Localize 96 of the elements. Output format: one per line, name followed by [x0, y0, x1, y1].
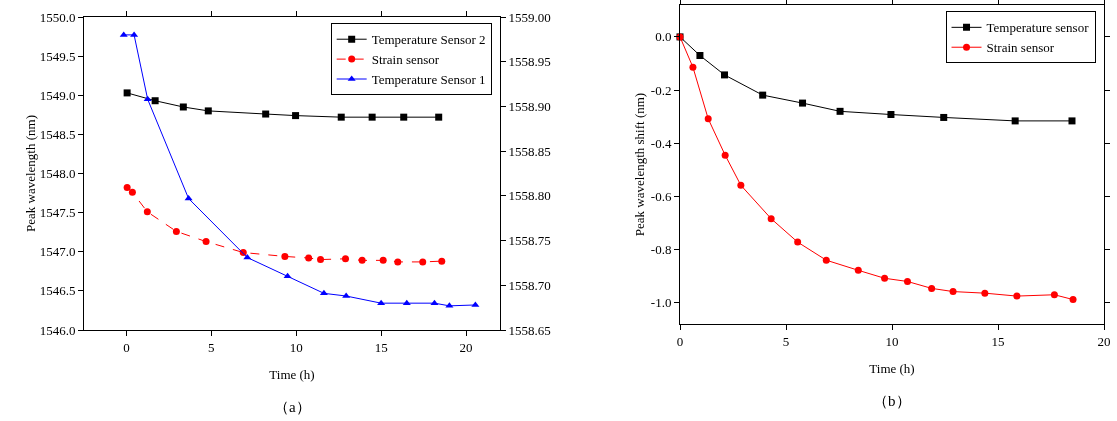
- point: [767, 215, 775, 223]
- legend-label: Temperature sensor: [986, 20, 1090, 36]
- point: [759, 91, 767, 99]
- x-tick-label: 0: [676, 333, 684, 349]
- point: [281, 252, 289, 260]
- x-axis-title: Time (h): [269, 367, 315, 382]
- point: [419, 258, 427, 266]
- y2-tick-label: 1559.00: [508, 9, 551, 25]
- y-tick-label: -0.2: [650, 82, 672, 98]
- point: [172, 227, 180, 235]
- point: [151, 97, 159, 105]
- y2-tick-label: 1558.65: [508, 322, 551, 338]
- x-tick-label: 15: [991, 333, 1005, 349]
- x-tick-label: 10: [289, 339, 303, 355]
- x-tick-label: 5: [782, 333, 790, 349]
- y2-tick-label: 1558.85: [508, 143, 551, 159]
- point: [854, 266, 862, 274]
- point: [887, 111, 895, 119]
- point: [128, 188, 136, 196]
- point: [368, 113, 376, 121]
- y-tick-label: 1548.5: [39, 126, 76, 142]
- point: [283, 272, 292, 279]
- y-tick-label: -1.0: [650, 295, 672, 311]
- point: [341, 255, 349, 263]
- y-tick-label: 0.0: [655, 29, 672, 45]
- x-tick-label: 0: [123, 339, 130, 355]
- point: [1068, 117, 1076, 125]
- y2-tick-label: 1558.90: [508, 98, 551, 114]
- y-tick-label: 1547.0: [39, 244, 76, 260]
- y-tick-label: -0.4: [650, 135, 672, 151]
- x-tick-label: 10: [885, 333, 899, 349]
- text: （a）: [274, 399, 311, 415]
- point: [317, 256, 325, 264]
- point: [319, 289, 328, 296]
- text: （b）: [873, 393, 911, 409]
- point: [822, 256, 830, 264]
- point: [358, 256, 366, 264]
- point: [123, 89, 131, 97]
- y2-tick-label: 1558.95: [508, 54, 551, 70]
- point: [737, 181, 745, 189]
- x-tick-label: 15: [374, 339, 388, 355]
- point: [881, 274, 889, 282]
- x-tick-label: 20: [459, 339, 473, 355]
- point: [903, 277, 911, 285]
- point: [202, 238, 210, 246]
- point: [794, 238, 802, 246]
- point: [1050, 291, 1058, 299]
- point: [836, 107, 844, 115]
- y-tick-label: -0.6: [650, 188, 672, 204]
- y-axis-title: Peak wavelength (nm): [22, 115, 38, 232]
- y-tick-label: 1550.0: [39, 9, 76, 25]
- legend-label: Temperature Sensor 1: [371, 72, 486, 88]
- y-tick-label: 1549.0: [39, 87, 76, 103]
- y-tick-label: -0.8: [650, 242, 672, 258]
- point: [1013, 292, 1021, 300]
- point: [143, 95, 152, 102]
- y-axis-title: Peak wavelength shift (nm): [632, 92, 647, 237]
- legend-label: Temperature Sensor 2: [371, 32, 486, 48]
- point: [204, 107, 212, 115]
- y2-tick-label: 1558.80: [508, 188, 551, 204]
- x-axis-title: Time (h): [869, 361, 915, 376]
- point: [940, 113, 948, 121]
- point: [379, 256, 387, 264]
- point: [262, 110, 270, 118]
- y-tick-label: 1547.5: [39, 205, 76, 221]
- point: [143, 208, 151, 216]
- point: [123, 184, 131, 192]
- point: [721, 151, 729, 159]
- point: [689, 63, 697, 71]
- point: [704, 115, 712, 123]
- y2-tick-label: 1558.70: [508, 277, 551, 293]
- point: [435, 113, 443, 121]
- y-tick-label: 1546.5: [39, 283, 76, 299]
- point: [799, 99, 807, 107]
- point: [305, 254, 313, 262]
- y-tick-label: 1546.0: [39, 322, 76, 338]
- x-tick-label: 20: [1097, 333, 1111, 349]
- y-tick-label: 1548.0: [39, 166, 76, 182]
- y2-tick-label: 1558.75: [508, 233, 551, 249]
- point: [292, 112, 300, 120]
- point: [696, 52, 704, 60]
- point: [721, 71, 729, 79]
- y-tick-label: 1549.5: [39, 48, 76, 64]
- point: [394, 258, 402, 266]
- point: [400, 113, 408, 121]
- point: [928, 284, 936, 292]
- legend-label: Strain sensor: [371, 52, 440, 68]
- point: [179, 103, 187, 111]
- point: [1069, 296, 1077, 304]
- point: [949, 288, 957, 296]
- point: [981, 289, 989, 297]
- point: [1011, 117, 1019, 125]
- point: [438, 257, 446, 265]
- legend-label: Strain sensor: [986, 40, 1055, 56]
- point: [337, 113, 345, 121]
- x-tick-label: 5: [208, 339, 215, 355]
